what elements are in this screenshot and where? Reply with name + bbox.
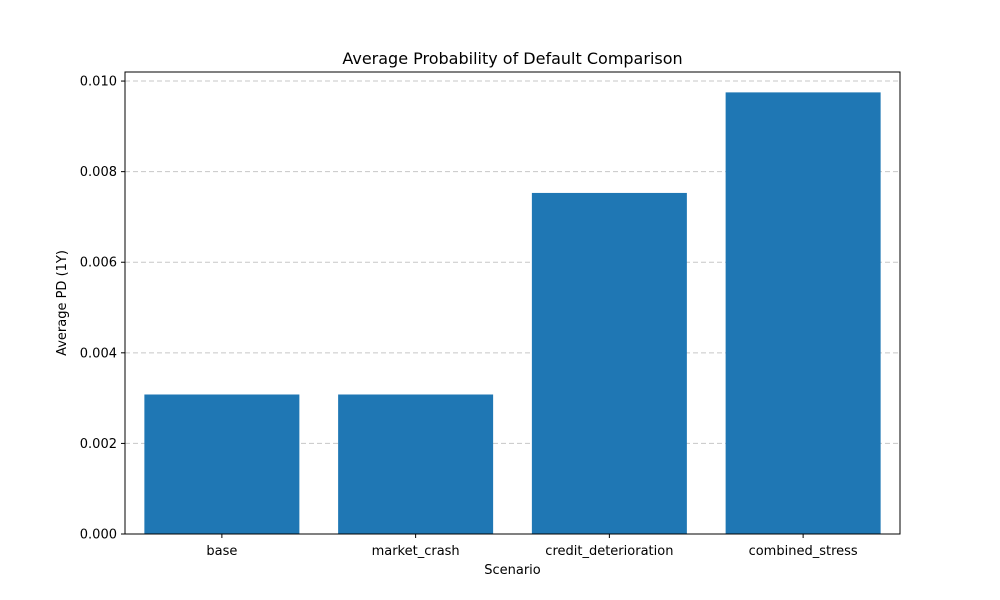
plot-frame — [124, 71, 901, 535]
y-tick-label: 0.006 — [80, 256, 117, 271]
bar-combined-stress — [725, 92, 881, 534]
x-axis-label: Scenario — [484, 563, 541, 578]
bar-credit-deterioration — [531, 192, 687, 534]
bars — [144, 92, 881, 534]
y-tick-label: 0.002 — [80, 437, 117, 452]
y-axis: 0.000 0.002 0.004 0.006 0.008 0.010 — [80, 75, 125, 543]
y-tick-label: 0.010 — [80, 75, 117, 90]
y-axis-label: Average PD (1Y) — [55, 250, 70, 356]
x-tick-label: credit_deterioration — [545, 544, 673, 559]
y-tick-label: 0.000 — [80, 528, 117, 543]
x-tick-label: combined_stress — [749, 544, 858, 559]
bar-market-crash — [338, 394, 494, 534]
x-axis: base market_crash credit_deterioration comb… — [206, 534, 858, 559]
bar-base — [144, 394, 300, 534]
x-tick-label: base — [206, 544, 237, 559]
chart-title: Average Probability of Default Compariso… — [342, 49, 682, 68]
y-tick-label: 0.008 — [80, 165, 117, 180]
x-tick-label: market_crash — [372, 544, 460, 559]
y-tick-label: 0.004 — [80, 346, 117, 361]
